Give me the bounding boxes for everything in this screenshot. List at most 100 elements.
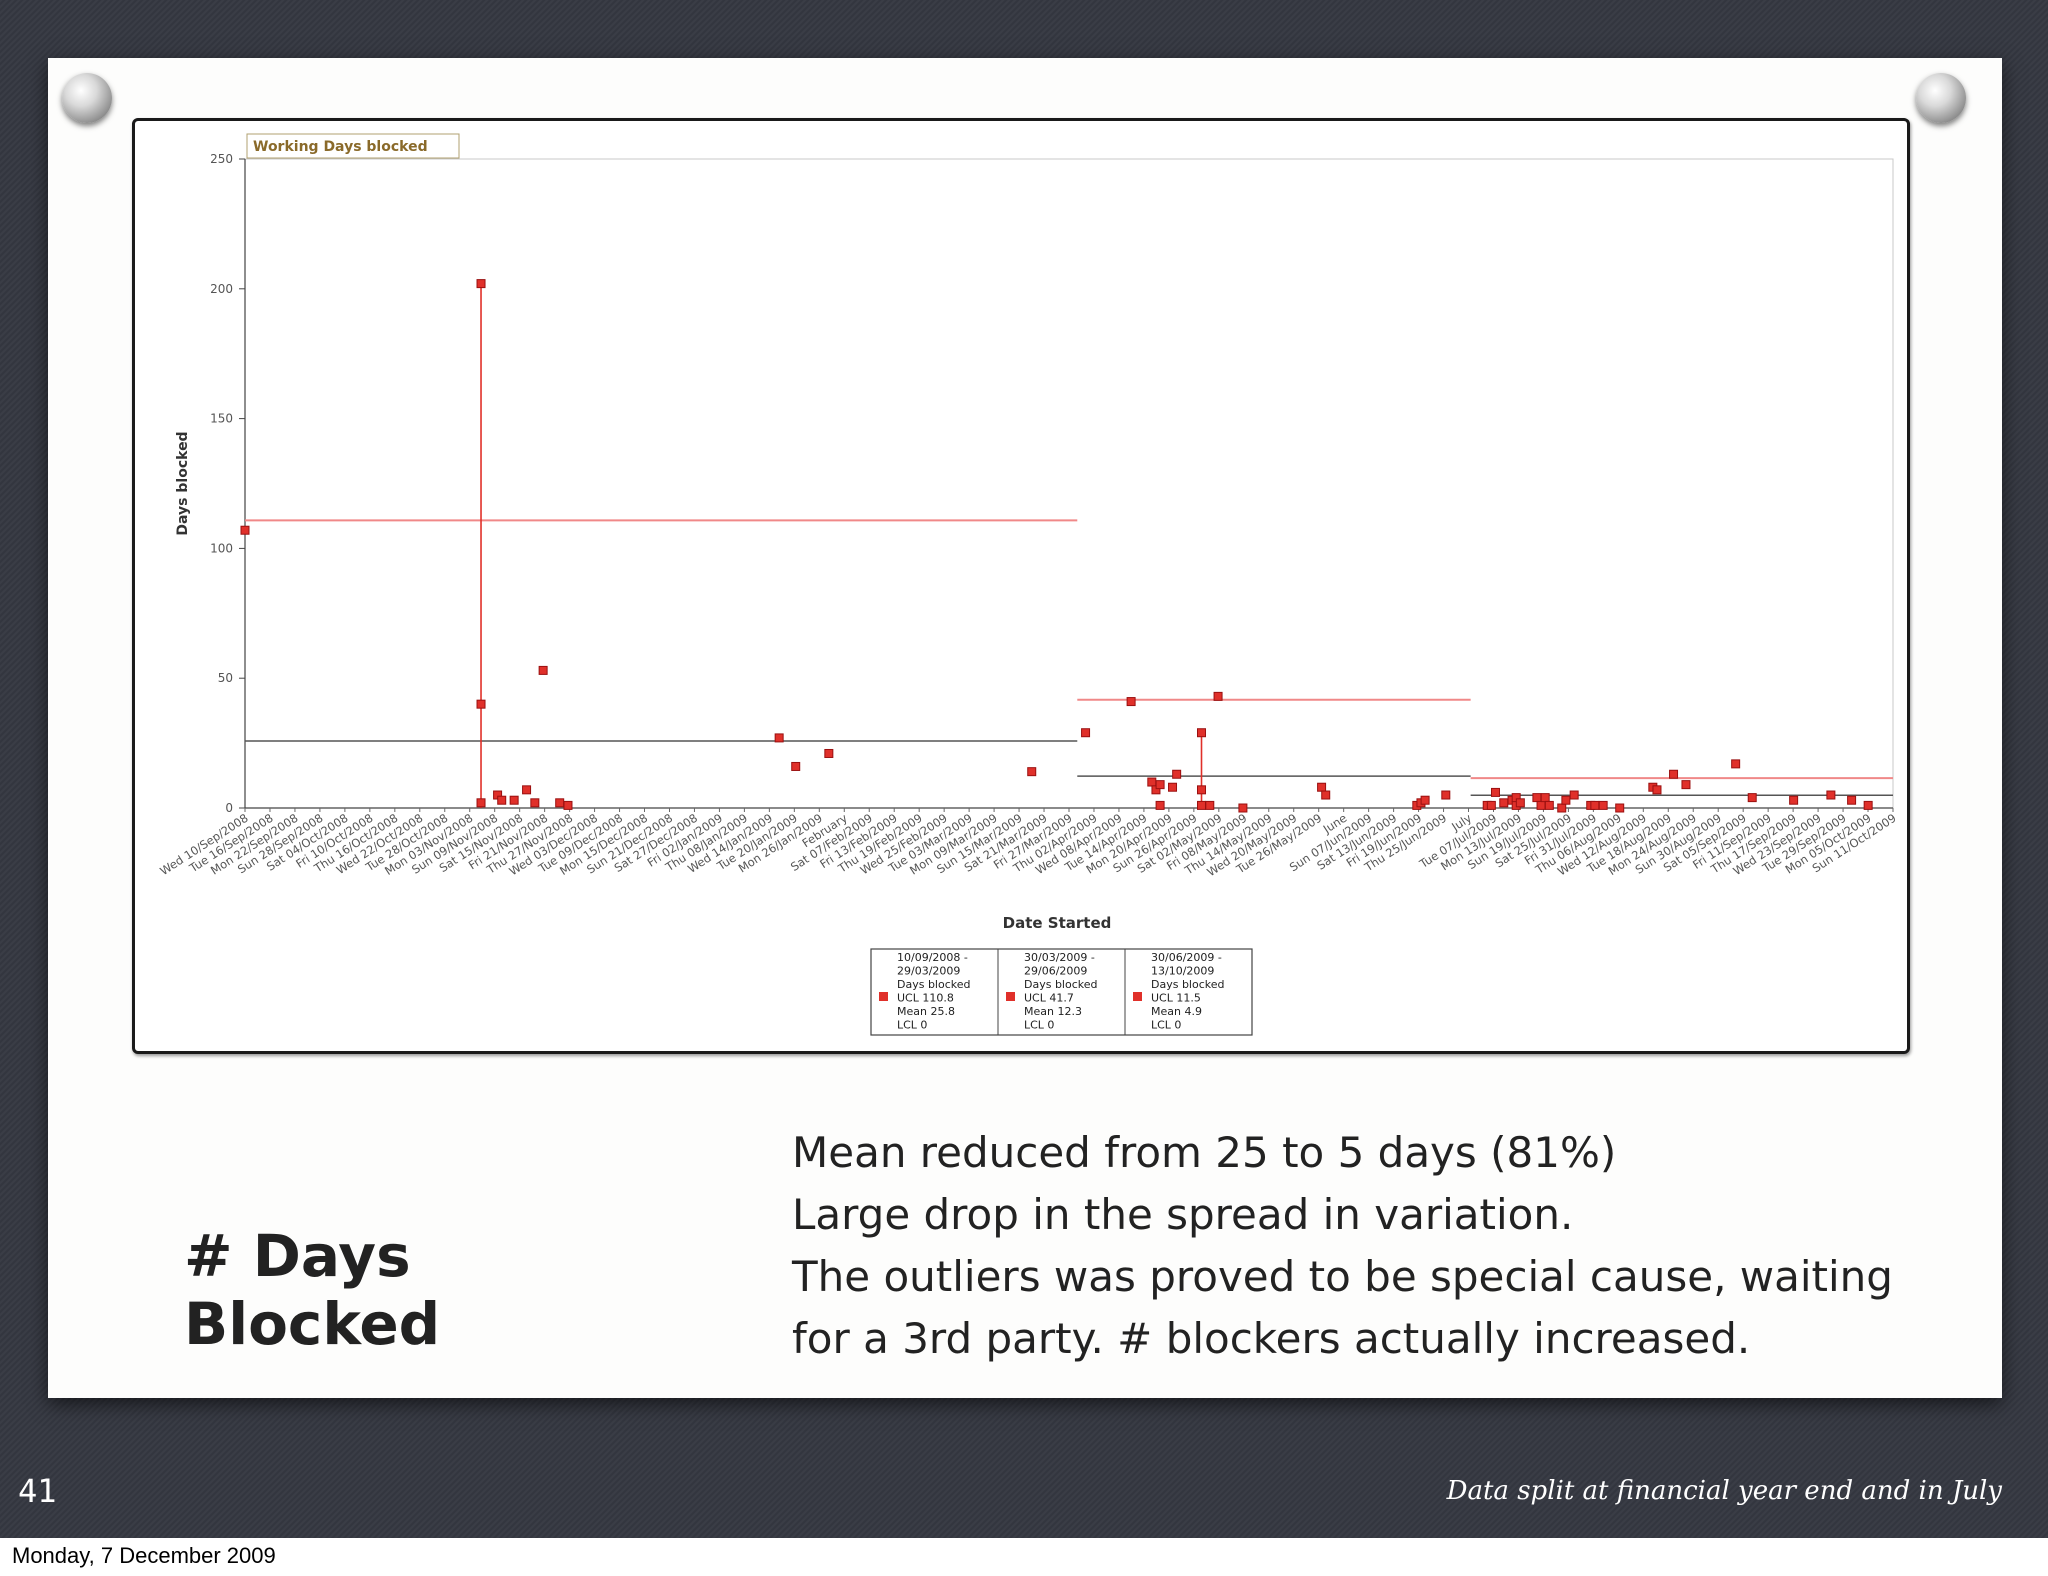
legend-text: 29/06/2009: [1024, 965, 1087, 978]
plot-area: [244, 158, 1894, 809]
y-tick-label: 50: [218, 671, 233, 685]
data-point: [1147, 777, 1157, 787]
data-point: [1490, 787, 1500, 797]
legend-text: 10/09/2008 -: [897, 951, 968, 964]
legend-text: 13/10/2009: [1151, 965, 1214, 978]
chart-title-box: [246, 133, 460, 159]
slide-number: 41: [18, 1472, 57, 1510]
data-point: [1561, 795, 1571, 805]
legend-text: Mean 12.3: [1024, 1005, 1082, 1018]
data-point: [1321, 790, 1331, 800]
legend-text: LCL 0: [1151, 1019, 1181, 1032]
legend-text: LCL 0: [897, 1019, 927, 1032]
data-point: [1515, 798, 1525, 808]
data-point: [1168, 782, 1178, 792]
data-point: [476, 699, 486, 709]
legend-text: UCL 41.7: [1024, 992, 1074, 1005]
data-point: [1486, 800, 1496, 810]
data-point: [1681, 780, 1691, 790]
data-point: [497, 795, 507, 805]
pin-icon: [1916, 73, 1966, 123]
data-point: [1747, 793, 1757, 803]
data-point: [1557, 803, 1567, 813]
pin-icon: [62, 73, 112, 123]
legend-text: 29/03/2009: [897, 965, 960, 978]
data-point: [1789, 795, 1799, 805]
slide-title: # Days Blocked: [184, 1222, 441, 1358]
data-point: [1155, 800, 1165, 810]
footer-note: Data split at financial year end and in …: [1446, 1476, 2002, 1506]
data-point: [1544, 800, 1554, 810]
data-point: [476, 279, 486, 289]
data-point: [791, 761, 801, 771]
data-point: [1081, 728, 1091, 738]
y-tick-label: 100: [210, 541, 233, 555]
legend-text: Days blocked: [897, 978, 971, 991]
data-point: [1532, 793, 1542, 803]
data-point: [1652, 785, 1662, 795]
data-point: [1590, 800, 1600, 810]
data-point: [1213, 691, 1223, 701]
data-point: [476, 798, 486, 808]
data-point: [1598, 800, 1608, 810]
legend-text: LCL 0: [1024, 1019, 1054, 1032]
data-point: [1027, 767, 1037, 777]
data-point: [538, 665, 548, 675]
data-point: [1499, 798, 1509, 808]
data-point: [1540, 793, 1550, 803]
legend-text: UCL 11.5: [1151, 992, 1201, 1005]
chart-title: Working Days blocked: [253, 139, 428, 155]
x-axis-label: Date Started: [1003, 914, 1112, 932]
legend-text: UCL 110.8: [897, 992, 954, 1005]
data-point: [1205, 800, 1215, 810]
legend-text: Days blocked: [1151, 978, 1225, 991]
note-line: Large drop in the spread in variation.: [792, 1190, 1574, 1239]
y-tick-label: 150: [210, 412, 233, 426]
data-point: [1863, 800, 1873, 810]
control-chart: 0 50 100 150 200 250 Days blocked Working Days …: [157, 133, 1899, 1036]
data-point: [1126, 697, 1136, 707]
legend-text: 30/03/2009 -: [1024, 951, 1095, 964]
data-point: [509, 795, 519, 805]
data-point: [240, 525, 250, 535]
data-point: [563, 800, 573, 810]
data-point: [1155, 780, 1165, 790]
legend-text: Mean 4.9: [1151, 1005, 1202, 1018]
data-point: [1441, 790, 1451, 800]
data-point: [1317, 782, 1327, 792]
legend-marker: [879, 992, 888, 1001]
y-tick-label: 0: [225, 801, 233, 815]
legend-text: Days blocked: [1024, 978, 1098, 991]
data-point: [1847, 795, 1857, 805]
data-point: [1615, 803, 1625, 813]
data-point: [1238, 803, 1248, 813]
data-point: [1197, 800, 1207, 810]
chart-frame: 0 50 100 150 200 250 Days blocked Working Days …: [132, 118, 1910, 1054]
legend-marker: [1006, 992, 1015, 1001]
data-point: [1172, 769, 1182, 779]
print-date: Monday, 7 December 2009: [12, 1543, 276, 1568]
note-line: The outliers was proved to be special ca…: [792, 1252, 1893, 1301]
data-point: [555, 798, 565, 808]
data-point: [774, 733, 784, 743]
legend-text: 30/06/2009 -: [1151, 951, 1222, 964]
data-point: [1536, 800, 1546, 810]
legend-box: [870, 948, 1253, 1036]
data-point: [824, 748, 834, 758]
note-line: Mean reduced from 25 to 5 days (81%): [792, 1128, 1617, 1177]
y-axis-label: Days blocked: [175, 431, 191, 535]
data-point: [1420, 795, 1430, 805]
legend-marker: [1133, 992, 1142, 1001]
data-point: [1197, 785, 1207, 795]
data-point: [522, 785, 532, 795]
data-point: [1731, 759, 1741, 769]
data-point: [1197, 728, 1207, 738]
data-point: [1669, 769, 1679, 779]
y-tick-label: 200: [210, 282, 233, 296]
legend-text: Mean 25.8: [897, 1005, 955, 1018]
y-tick-label: 250: [210, 152, 233, 166]
note-line: for a 3rd party. # blockers actually inc…: [792, 1314, 1751, 1363]
data-point: [1569, 790, 1579, 800]
slide-notes: Mean reduced from 25 to 5 days (81%) Lar…: [792, 1122, 1972, 1370]
data-point: [530, 798, 540, 808]
